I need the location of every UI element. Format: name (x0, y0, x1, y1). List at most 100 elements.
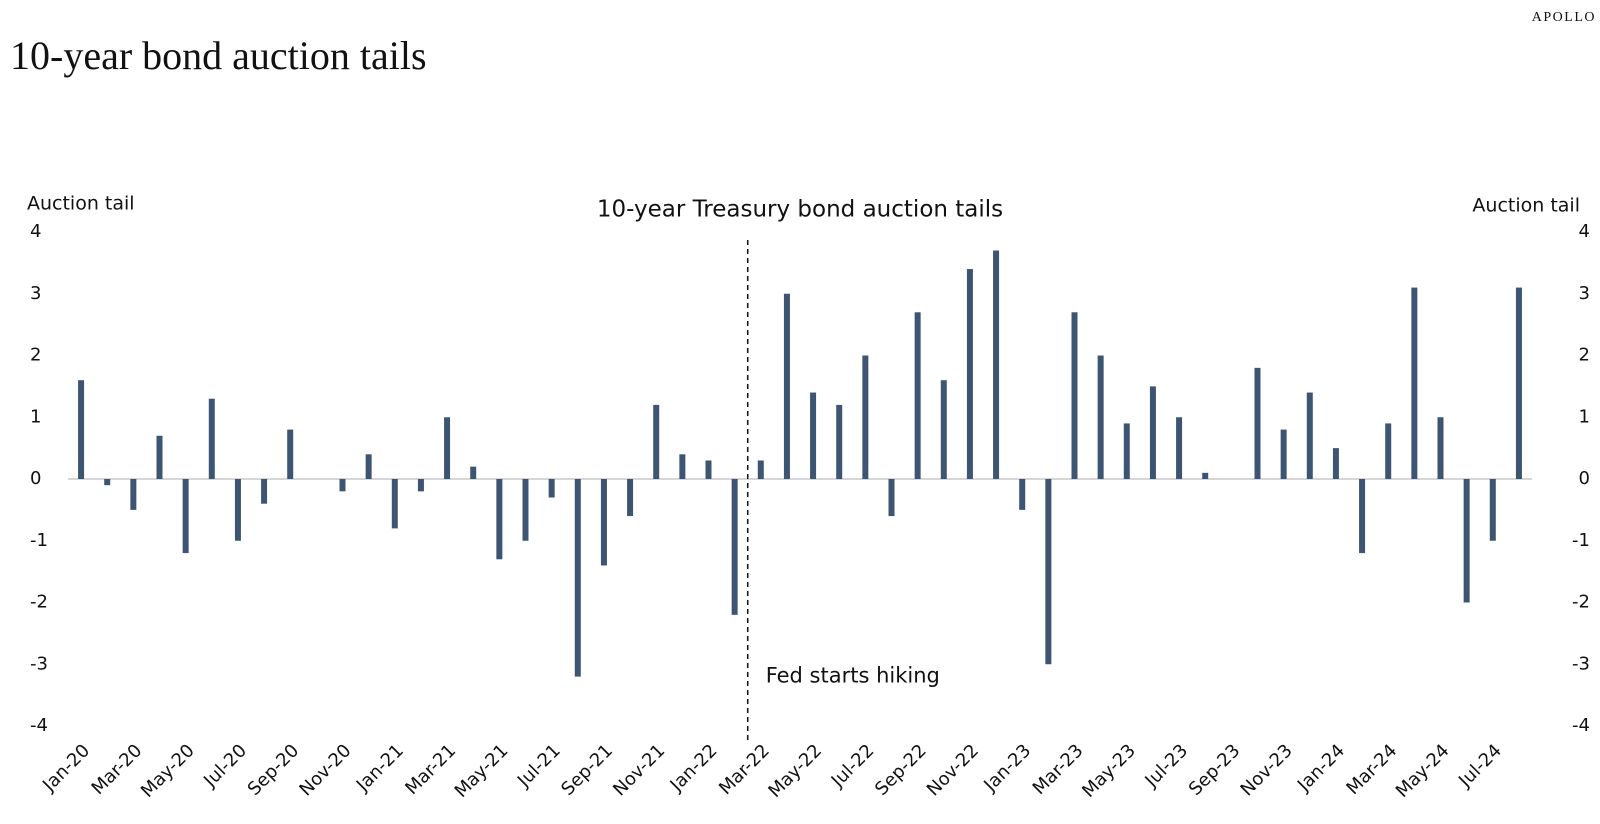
bar (522, 479, 529, 541)
bar (1306, 392, 1313, 479)
bar (104, 479, 111, 486)
y2-tick-label: -1 (1572, 530, 1590, 551)
y2-tick-label: 0 (1579, 468, 1590, 489)
y-tick-label: -1 (30, 530, 48, 551)
y-tick-label: 3 (30, 283, 41, 304)
bar (1463, 479, 1470, 603)
bar (888, 479, 895, 517)
bar (627, 479, 634, 517)
x-tick-label: Nov-23 (1237, 740, 1297, 800)
bar (391, 479, 398, 529)
bar (156, 435, 163, 479)
y-tick-label: 1 (30, 406, 41, 427)
y2-tick-label: -3 (1572, 653, 1590, 674)
bar (1411, 287, 1418, 479)
bar (1515, 287, 1522, 479)
bar (574, 479, 581, 677)
x-tick-label: Mar-22 (715, 740, 774, 799)
bar (287, 429, 294, 479)
y2-tick-label: 4 (1579, 221, 1590, 242)
bar (261, 479, 268, 504)
x-tick-label: Jan-23 (979, 740, 1035, 796)
y2-tick-label: -4 (1572, 715, 1590, 736)
y2-tick-label: 3 (1579, 283, 1590, 304)
bar (365, 454, 372, 479)
bar (1071, 312, 1078, 479)
bar (1254, 367, 1261, 479)
bar (940, 380, 947, 479)
x-tick-label: Nov-21 (609, 740, 669, 800)
bar (600, 479, 607, 566)
bar (1097, 355, 1104, 479)
bar (417, 479, 424, 492)
bar (966, 269, 973, 479)
y2-tick-label: -2 (1572, 592, 1590, 613)
bar (810, 392, 817, 479)
x-tick-label: May-21 (451, 740, 513, 802)
x-tick-label: Jan-22 (666, 740, 722, 796)
bar (444, 417, 451, 479)
x-tick-label: Sep-22 (871, 740, 931, 800)
y-tick-label: -4 (30, 715, 48, 736)
bar (182, 479, 189, 554)
x-tick-label: Sep-20 (244, 740, 304, 800)
x-tick-label: May-23 (1078, 740, 1140, 802)
bar (1280, 429, 1287, 479)
bar (130, 479, 137, 510)
bar (496, 479, 503, 560)
x-tick-label: May-22 (764, 740, 826, 802)
x-tick-label: Sep-23 (1185, 740, 1245, 800)
x-tick-label: Jan-21 (352, 740, 408, 796)
bar (757, 460, 764, 479)
y2-tick-label: 2 (1579, 345, 1590, 366)
bar (731, 479, 738, 615)
y-tick-label: -3 (30, 653, 48, 674)
y-axis-label: Auction tail (27, 193, 135, 215)
x-tick-label: Nov-22 (923, 740, 983, 800)
bar (234, 479, 241, 541)
x-tick-label: Sep-21 (557, 740, 617, 800)
x-tick-label: Nov-20 (295, 740, 355, 800)
bar (1489, 479, 1496, 541)
bar (836, 404, 843, 479)
bar (862, 355, 869, 479)
y-tick-label: 0 (30, 468, 41, 489)
bar (1176, 417, 1183, 479)
x-tick-label: Mar-24 (1342, 740, 1401, 799)
x-tick-label: May-24 (1392, 740, 1454, 802)
bar (470, 466, 477, 479)
bar (1045, 479, 1052, 665)
x-tick-label: Mar-20 (88, 740, 147, 799)
x-tick-label: Jul-24 (1454, 740, 1506, 792)
y2-tick-label: 1 (1579, 406, 1590, 427)
bar (1385, 423, 1392, 479)
bar (993, 250, 1000, 479)
bar (653, 404, 660, 479)
bar (78, 380, 85, 479)
x-tick-label: Jan-24 (1293, 740, 1349, 796)
y2-axis-label: Auction tail (1472, 195, 1580, 217)
x-tick-label: May-20 (137, 740, 199, 802)
annotation: Fed starts hiking (766, 664, 940, 688)
x-tick-label: Mar-23 (1029, 740, 1088, 799)
bar (705, 460, 712, 479)
y-tick-label: -2 (30, 592, 48, 613)
bar (1359, 479, 1366, 554)
bar (548, 479, 555, 498)
bar (1202, 472, 1209, 479)
y-tick-label: 2 (30, 345, 41, 366)
y-tick-label: 4 (30, 221, 41, 242)
brand: APOLLO (1532, 10, 1596, 25)
bar (679, 454, 686, 479)
bar (1437, 417, 1444, 479)
bar (1123, 423, 1130, 479)
bar (1332, 448, 1339, 479)
bar (1149, 386, 1156, 479)
bar (208, 398, 215, 479)
bar (1019, 479, 1026, 510)
x-tick-label: Jan-20 (38, 740, 94, 796)
chart-title: 10-year Treasury bond auction tails (597, 197, 1003, 223)
x-tick-label: Mar-21 (401, 740, 460, 799)
